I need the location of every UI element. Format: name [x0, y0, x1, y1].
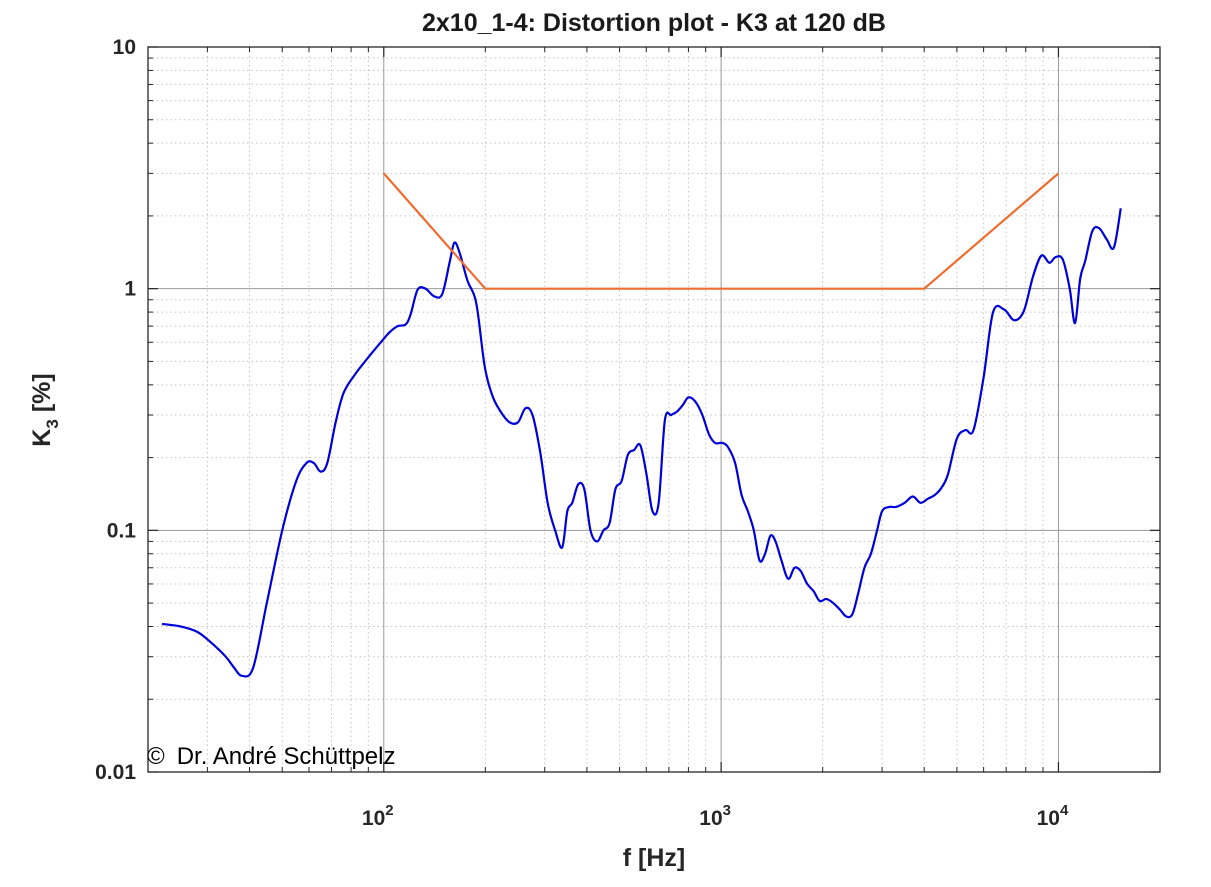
- x-tick-exponent: 3: [723, 802, 731, 819]
- x-tick-label: 104: [1037, 802, 1069, 830]
- copyright-text: Dr. André Schüttpelz: [177, 743, 396, 770]
- plot-background: [148, 47, 1160, 772]
- y-axis-label-main: K: [28, 429, 56, 447]
- x-tick-base: 10: [362, 807, 385, 830]
- x-tick-base: 10: [699, 807, 722, 830]
- x-tick-label: 103: [699, 802, 731, 830]
- x-tick-label: 102: [362, 802, 394, 830]
- plot-frame: [147, 46, 1161, 773]
- k3-limit-line: [382, 172, 1060, 290]
- y-axis-label: K3 [%]: [28, 373, 62, 446]
- y-tick-labels: 0.01 0.1 1 10: [95, 36, 136, 784]
- y-axis-label-sub: 3: [43, 419, 62, 428]
- series-layer: [161, 172, 1122, 678]
- tick-marks: [147, 46, 1161, 773]
- k3-measurement-line: [161, 208, 1122, 678]
- x-tick-exponent: 4: [1060, 802, 1069, 819]
- y-tick-label: 1: [124, 278, 136, 301]
- chart-title: 2x10_1-4: Distortion plot - K3 at 120 dB: [422, 9, 886, 37]
- y-tick-label: 10: [113, 36, 136, 59]
- y-tick-label: 0.1: [107, 519, 137, 542]
- y-tick-label: 0.01: [95, 761, 136, 784]
- x-axis-label: f [Hz]: [623, 844, 685, 872]
- x-tick-base: 10: [1037, 807, 1060, 830]
- copyright-symbol: ©: [147, 743, 165, 770]
- x-tick-labels: 102 103 104: [362, 802, 1069, 830]
- y-axis-label-unit: [%]: [28, 373, 56, 412]
- copyright-annotation: © Dr. André Schüttpelz: [147, 743, 395, 770]
- x-tick-exponent: 2: [385, 802, 393, 819]
- minor-grid: [147, 47, 1161, 772]
